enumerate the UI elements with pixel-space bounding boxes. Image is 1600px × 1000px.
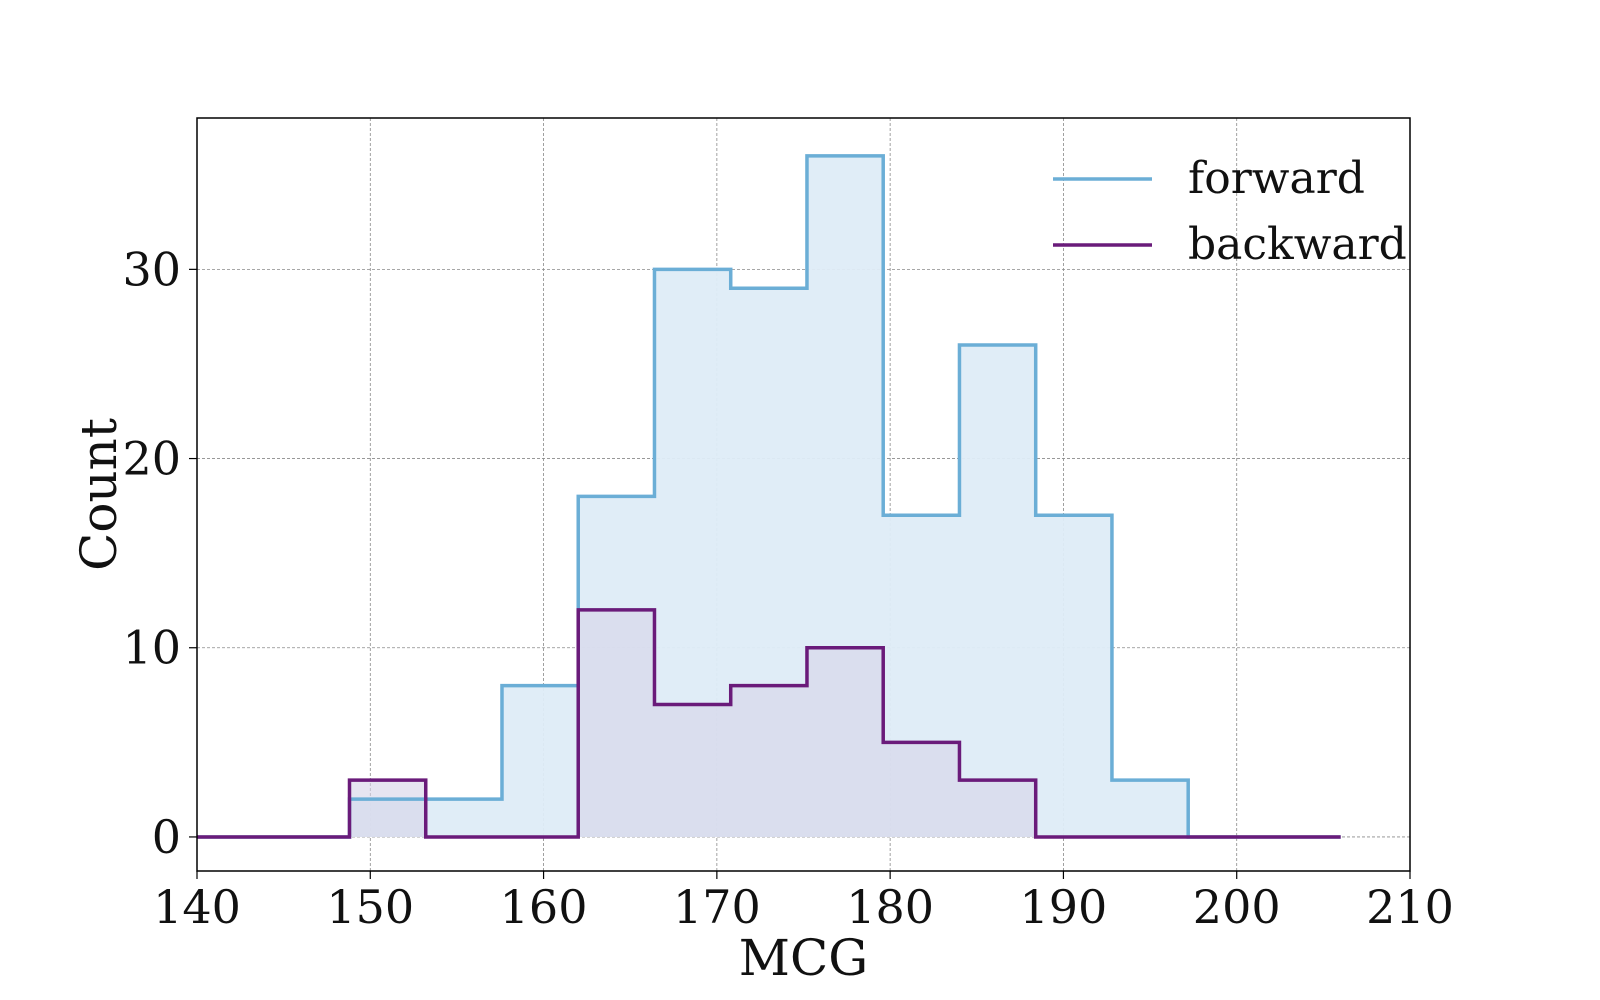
x-ticks: 140 150 160 170 180 190 200 210 xyxy=(153,871,1454,934)
legend: forward backward xyxy=(1053,153,1407,270)
y-tick-label: 30 xyxy=(122,242,181,296)
y-ticks: 0 10 20 30 xyxy=(122,242,197,864)
series-line-forward xyxy=(197,154,1341,839)
y-tick-label: 10 xyxy=(122,621,181,675)
x-tick-label: 170 xyxy=(673,880,761,934)
series-lines xyxy=(197,154,1341,839)
x-tick-label: 150 xyxy=(326,880,414,934)
y-axis-label: Count xyxy=(70,418,128,571)
legend-label-forward: forward xyxy=(1188,153,1365,204)
y-tick-label: 0 xyxy=(152,810,181,864)
series-fill-forward xyxy=(197,155,1341,837)
legend-label-backward: backward xyxy=(1188,219,1407,270)
x-axis-label: MCG xyxy=(739,929,868,987)
y-tick-label: 20 xyxy=(122,432,181,486)
x-tick-label: 190 xyxy=(1020,880,1108,934)
plot-frame xyxy=(196,117,1411,872)
x-tick-label: 140 xyxy=(153,880,241,934)
x-tick-label: 160 xyxy=(500,880,588,934)
series-fills xyxy=(197,155,1341,837)
x-tick-label: 210 xyxy=(1366,880,1454,934)
x-tick-label: 180 xyxy=(846,880,934,934)
x-tick-label: 200 xyxy=(1193,880,1281,934)
series-fill-backward xyxy=(197,609,1341,837)
series-line-backward xyxy=(197,608,1341,839)
